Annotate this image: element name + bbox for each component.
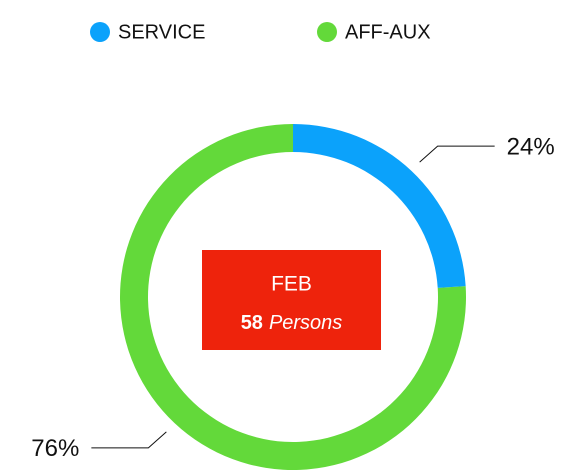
center-box <box>202 250 381 350</box>
center-unit: Persons <box>269 312 342 334</box>
leader-line <box>419 145 495 163</box>
value-label: 24% <box>507 133 555 160</box>
legend-label: SERVICE <box>118 21 205 43</box>
value-label: 76% <box>31 435 79 462</box>
legend-swatch <box>90 22 110 42</box>
legend-swatch <box>317 22 337 42</box>
donut-slice <box>293 124 466 288</box>
leader-line <box>91 431 167 449</box>
legend-label: AFF-AUX <box>345 21 431 43</box>
center-month: FEB <box>271 273 312 296</box>
center-count-line: 58 Persons <box>241 312 343 334</box>
center-count: 58 <box>241 312 263 334</box>
